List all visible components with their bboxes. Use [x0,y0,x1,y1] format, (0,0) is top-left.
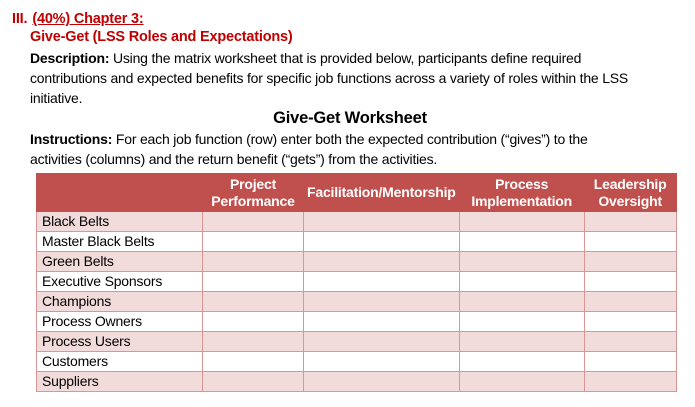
row-label: Suppliers [36,371,203,392]
worksheet-cell [303,351,460,372]
worksheet-cell [202,251,304,272]
worksheet-cell [202,271,304,292]
worksheet-cell [458,211,585,232]
row-label: Black Belts [36,211,203,232]
worksheet-cell [583,331,677,352]
table-row: Master Black Belts [36,231,677,252]
table-row: Green Belts [36,251,677,272]
section-heading-text: (40%) Chapter 3: [32,11,144,27]
worksheet-cell [303,231,460,252]
worksheet-cell [202,231,304,252]
worksheet-cell [583,311,677,332]
section-subheading: Give-Get (LSS Roles and Expectations) [30,29,293,45]
row-label: Process Users [36,331,203,352]
worksheet-cell [202,211,304,232]
table-row: Black Belts [36,211,677,232]
instructions-line-1: Instructions: For each job function (row… [30,129,695,149]
worksheet-cell [202,311,304,332]
instructions-line-2: activities (columns) and the return bene… [30,151,438,167]
table-row: Suppliers [36,371,677,392]
table-row: Executive Sponsors [36,271,677,292]
row-label: Master Black Belts [36,231,203,252]
worksheet-cell [202,331,304,352]
worksheet-cell [583,251,677,272]
worksheet-cell [303,371,460,392]
worksheet-cell [303,211,460,232]
description-line-3: initiative. [30,90,83,106]
worksheet-cell [583,231,677,252]
description-label: Description: [30,50,110,66]
worksheet-cell [583,291,677,312]
row-label: Customers [36,351,203,372]
column-header-process-implementation: Process Implementation [458,173,585,212]
instructions-text-1: For each job function (row) enter both t… [112,131,588,147]
table-row: Champions [36,291,677,312]
row-label: Executive Sponsors [36,271,203,292]
column-header-facilitation-mentorship: Facilitation/Mentorship [303,173,460,212]
worksheet-cell [583,271,677,292]
description-line-2: contributions and expected benefits for … [30,70,629,86]
worksheet-cell [458,271,585,292]
worksheet-cell [458,351,585,372]
table-row: Customers [36,351,677,372]
worksheet-cell [458,291,585,312]
worksheet-cell [303,311,460,332]
worksheet-cell [458,331,585,352]
worksheet-cell [303,271,460,292]
worksheet-cell [458,231,585,252]
table-row: Process Users [36,331,677,352]
column-header-leadership-oversight: Leadership Oversight [583,173,677,212]
instructions-paragraph: Instructions: For each job function (row… [30,129,695,169]
worksheet-cell [583,351,677,372]
worksheet-cell [583,371,677,392]
worksheet-cell [458,311,585,332]
description-line-1: Description: Using the matrix worksheet … [30,48,695,68]
description-paragraph: Description: Using the matrix worksheet … [30,48,695,108]
worksheet-cell [458,251,585,272]
description-text-1: Using the matrix worksheet that is provi… [109,50,582,66]
worksheet-cell [202,351,304,372]
worksheet-cell [303,331,460,352]
row-label: Green Belts [36,251,203,272]
give-get-table: Project Performance Facilitation/Mentors… [36,173,677,392]
worksheet-cell [458,371,585,392]
table-row: Process Owners [36,311,677,332]
worksheet-cell [202,291,304,312]
worksheet-cell [583,211,677,232]
column-header-project-performance: Project Performance [202,173,304,212]
worksheet-title: Give-Get Worksheet [273,109,427,127]
table-header-row: Project Performance Facilitation/Mentors… [36,173,677,212]
section-numeral: III. [12,11,28,27]
row-label: Champions [36,291,203,312]
section-heading: III. (40%) Chapter 3: [12,11,695,28]
instructions-label: Instructions: [30,131,113,147]
row-label: Process Owners [36,311,203,332]
corner-cell [36,173,203,212]
worksheet-cell [303,291,460,312]
worksheet-cell [202,371,304,392]
worksheet-cell [303,251,460,272]
